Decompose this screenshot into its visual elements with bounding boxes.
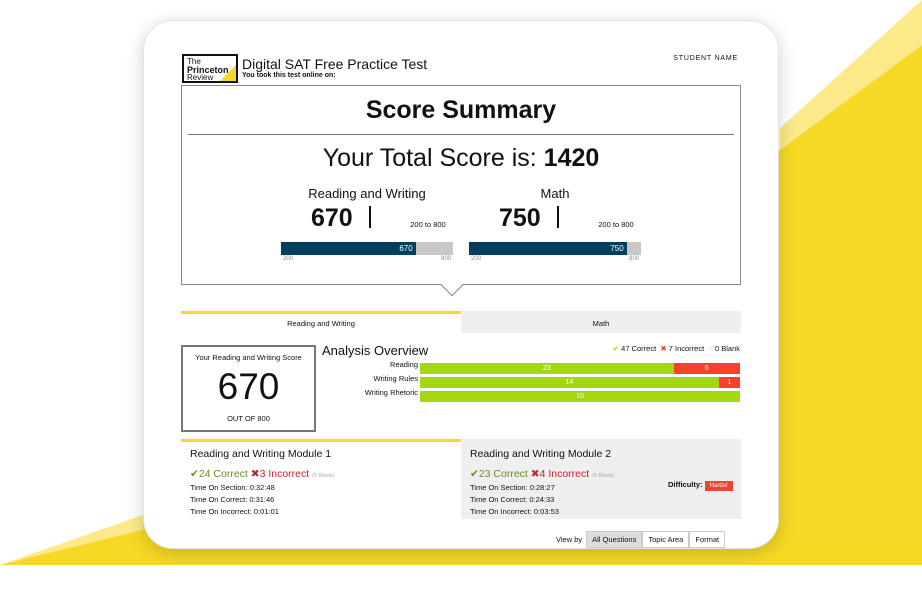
correct-segment: 23 [420,363,674,374]
section-name: Math [540,186,570,201]
score-range: 200 to 800 [410,220,446,229]
divider [188,134,734,135]
report-card: The Princeton Review Digital SAT Free Prac… [143,20,779,549]
bar-max: 800 [440,256,451,262]
test-date-label: You took this test online on: [242,72,336,79]
score-bar: 670 [281,242,453,255]
x-icon: ✖ [660,344,667,353]
incorrect-segment: 6 [673,363,740,374]
module-title: Reading and Writing Module 1 [190,448,332,460]
view-by-control: View by All Questions Topic Area Format [556,531,726,548]
time-on-incorrect: Time On Incorrect: 0:01:01 [190,507,279,516]
module-title: Reading and Writing Module 2 [470,448,612,460]
check-icon: ✔ [470,468,479,480]
score-summary-panel: Score Summary Your Total Score is: 1420 … [181,85,741,285]
bar-min: 200 [283,256,294,262]
student-name: STUDENT NAME [673,55,738,62]
test-title: Digital SAT Free Practice Test [242,56,428,72]
analysis-row-bar: 23 6 [420,363,740,374]
check-icon: ✔ [612,344,620,353]
analysis-title: Analysis Overview [322,343,429,358]
total-score: Your Total Score is: 1420 [322,144,600,172]
incorrect-segment: 1 [718,377,740,388]
view-by-label: View by [556,535,583,544]
bar-max: 800 [628,256,639,262]
score-bar-fill: 750 [469,242,627,255]
view-all-questions-button[interactable]: All Questions [586,531,643,548]
x-icon: ✖ [530,468,540,480]
score-bar: 750 [469,242,641,255]
time-on-correct: Time On Correct: 0:24:33 [470,495,555,504]
score-range: 200 to 800 [598,220,634,229]
time-on-section: Time On Section: 0:32:48 [190,483,275,492]
analysis-row-bar: 10 [420,391,740,402]
tab-math[interactable]: Math [461,311,741,333]
time-on-incorrect: Time On Incorrect: 0:03:53 [470,507,559,516]
blank-circle-icon: ○ [708,344,713,353]
time-on-correct: Time On Correct: 0:31:46 [190,495,275,504]
analysis-row-label: Reading [390,360,418,369]
difficulty-badge: Harder [704,481,733,491]
section-score: 670 [311,204,353,232]
view-format-button[interactable]: Format [689,531,726,548]
score-bar-fill: 670 [281,242,416,255]
section-score-math: Math 750 200 to 800 750 200 800 [469,186,641,262]
correct-segment: 14 [420,377,719,388]
module-2-card: Reading and Writing Module 2 ✔23 Correct… [461,439,741,519]
bar-min: 200 [471,256,482,262]
score-summary-heading: Score Summary [365,96,557,124]
section-score-box: Your Reading and Writing Score 670 OUT O… [181,345,316,432]
tab-reading-writing[interactable]: Reading and Writing [181,311,461,333]
view-topic-area-button[interactable]: Topic Area [642,531,690,548]
analysis-legend: ✔ 47 Correct ✖ 7 Incorrect ○ 0 Blank [612,344,740,353]
analysis-row-label: Writing Rules [373,374,418,383]
analysis-row-bar: 14 1 [420,377,740,388]
score-box-label: Your Reading and Writing Score [195,353,302,362]
time-on-section: Time On Section: 0:28:27 [470,483,555,492]
check-icon: ✔ [190,468,199,480]
score-box-value: 670 [217,366,280,407]
difficulty: Difficulty: Harder [668,480,733,491]
correct-segment: 10 [420,391,740,402]
section-score-reading-writing: Reading and Writing 670 200 to 800 670 2… [281,186,453,262]
section-name: Reading and Writing [308,186,426,201]
x-icon: ✖ [250,468,260,480]
analysis-row-label: Writing Rhetoric [364,388,418,397]
module-1-card: Reading and Writing Module 1 ✔24 Correct… [181,439,461,519]
section-tabs: Reading and Writing Math [181,311,741,333]
section-score: 750 [499,204,541,232]
score-box-out-of: OUT OF 800 [227,414,270,423]
princeton-review-logo: The Princeton Review [182,54,238,83]
